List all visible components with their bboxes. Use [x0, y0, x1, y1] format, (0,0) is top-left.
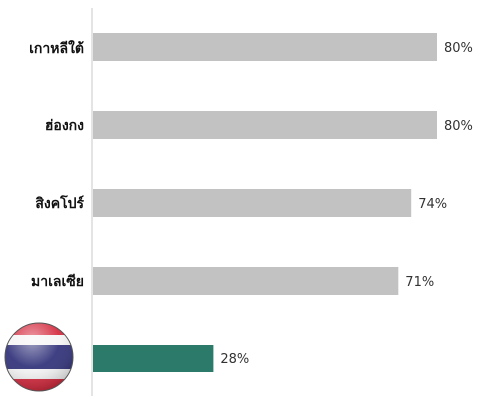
bar-group-2: ฮ่องกง 80% — [45, 111, 473, 139]
value-label-5: 28% — [220, 352, 249, 367]
category-label-2: ฮ่องกง — [45, 118, 84, 134]
bar-2 — [93, 111, 437, 139]
thailand-flag-icon — [4, 322, 74, 392]
category-label-1: เกาหลีใต้ — [29, 39, 84, 57]
bar-group-3: สิงคโปร์ 74% — [35, 189, 447, 217]
category-label-3: สิงคโปร์ — [35, 194, 85, 212]
bar-group-4: มาเลเซีย 71% — [31, 267, 434, 295]
bar-group-1: เกาหลีใต้ 80% — [29, 33, 473, 61]
category-label-4: มาเลเซีย — [31, 274, 84, 290]
bar-group-5: 28% — [4, 322, 249, 392]
bar-3 — [93, 189, 412, 217]
value-label-3: 74% — [418, 197, 447, 212]
value-label-1: 80% — [444, 41, 473, 56]
bar-1 — [93, 33, 437, 61]
value-label-2: 80% — [444, 119, 473, 134]
bar-4 — [93, 267, 399, 295]
value-label-4: 71% — [405, 275, 434, 290]
bar-5 — [93, 345, 214, 372]
